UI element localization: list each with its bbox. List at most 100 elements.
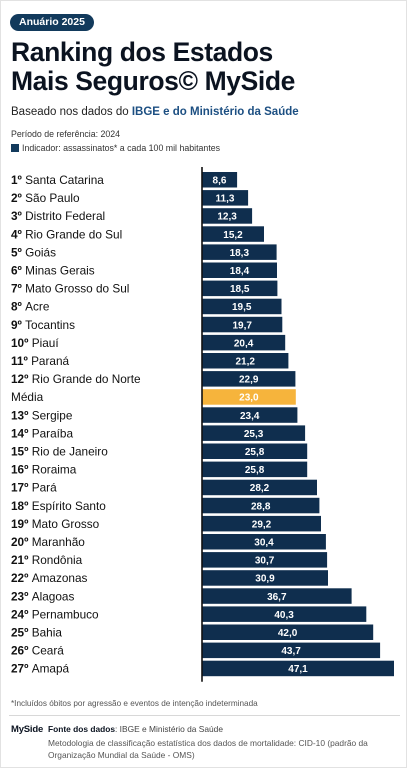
- page-title: Ranking dos Estados Mais Seguros© MySide: [11, 38, 401, 96]
- bar-19: [202, 497, 320, 514]
- methodology-note: Metodologia de classificação estatística…: [48, 738, 368, 760]
- value-label: 21,2: [235, 357, 255, 368]
- category-label: 26º Ceará: [11, 644, 64, 658]
- value-label: 18,3: [230, 248, 250, 259]
- category-label: 15º Rio de Janeiro: [11, 445, 108, 459]
- value-label: 43,7: [281, 646, 301, 657]
- bar-4: [202, 226, 264, 242]
- category-label: 10º Piauí: [11, 336, 59, 350]
- value-label: 36,7: [267, 592, 287, 603]
- category-label: 18º Espírito Santo: [11, 499, 106, 513]
- bar-5: [202, 244, 277, 260]
- bar-28: [202, 660, 394, 677]
- bar-14: [202, 407, 298, 423]
- category-label: 2º São Paulo: [11, 191, 80, 205]
- bar-15: [202, 425, 306, 441]
- value-label: 11,3: [216, 194, 235, 205]
- subtitle: Baseado nos dados do IBGE e do Ministéri…: [11, 106, 299, 118]
- bar-24: [202, 588, 352, 604]
- value-label: 15,2: [223, 230, 243, 241]
- bar-8: [202, 298, 282, 315]
- bar-18: [202, 479, 317, 496]
- value-label: 29,2: [252, 519, 272, 530]
- bar-10: [202, 334, 286, 351]
- ranking-bar-chart: 1º Santa Catarina 8,6 2º São Paulo 11,3 3º D…: [11, 167, 394, 682]
- category-label: 17º Pará: [11, 481, 57, 495]
- bar-26: [202, 624, 374, 640]
- source-label: Fonte dos dados: [48, 724, 115, 734]
- legend-swatch-icon: [11, 144, 19, 152]
- value-label: 22,9: [239, 375, 259, 386]
- category-label: 21º Rondônia: [11, 553, 83, 567]
- year-badge: Anuário 2025: [10, 14, 94, 31]
- category-label: Média: [11, 390, 44, 404]
- category-label: 23º Alagoas: [11, 589, 74, 603]
- value-label: 28,2: [250, 483, 270, 494]
- data-source: Fonte dos dados: IBGE e Ministério da Sa…: [48, 724, 223, 734]
- category-label: 12º Rio Grande do Norte: [11, 372, 141, 386]
- category-label: 14º Paraíba: [11, 426, 73, 440]
- value-label: 42,0: [278, 628, 298, 639]
- category-label: 11º Paraná: [11, 354, 70, 368]
- bar-21: [202, 534, 326, 550]
- bar-25: [202, 606, 367, 622]
- bar-27: [202, 642, 381, 659]
- value-label: 18,4: [230, 266, 250, 277]
- category-label: 27º Amapá: [11, 662, 70, 676]
- bar-20: [202, 515, 321, 532]
- value-label: 30,4: [254, 538, 274, 549]
- bar-22: [202, 552, 328, 568]
- bar-11: [202, 353, 289, 369]
- footer-logo: MySide: [11, 724, 44, 735]
- bar-23: [202, 570, 328, 586]
- subtitle-prefix: Baseado nos dados do: [11, 106, 132, 118]
- category-label: 6º Minas Gerais: [11, 264, 95, 278]
- value-label: 25,3: [244, 429, 264, 440]
- value-label: 12,3: [217, 212, 237, 223]
- title-brand: © MySide: [178, 66, 296, 96]
- category-label: 16º Roraima: [11, 463, 77, 477]
- value-label: 30,9: [255, 574, 275, 585]
- category-label: 7º Mato Grosso do Sul: [11, 282, 129, 296]
- category-label: 5º Goiás: [11, 245, 56, 259]
- value-label: 28,8: [251, 501, 271, 512]
- value-label: 23,4: [240, 411, 260, 422]
- indicator-text: Indicador: assassinatos* a cada 100 mil …: [22, 143, 221, 153]
- bar-7: [202, 280, 278, 297]
- footer-divider: [9, 715, 400, 716]
- category-label: 19º Mato Grosso: [11, 517, 100, 531]
- bar-9: [202, 316, 283, 333]
- title-line-2-text: Mais Seguros: [11, 66, 179, 96]
- source-text: : IBGE e Ministério da Saúde: [115, 724, 223, 734]
- value-label: 25,8: [245, 447, 265, 458]
- reference-period: Período de referência: 2024: [11, 129, 121, 139]
- category-label: 1º Santa Catarina: [11, 173, 104, 187]
- category-label: 8º Acre: [11, 300, 50, 314]
- bar-2: [202, 190, 249, 206]
- value-label: 23,0: [239, 393, 259, 404]
- value-label: 40,3: [274, 610, 294, 621]
- footnote: *Incluídos óbitos por agressão e eventos…: [11, 699, 258, 708]
- value-label: 19,5: [232, 302, 252, 313]
- value-label: 20,4: [234, 338, 254, 349]
- value-label: 47,1: [288, 664, 308, 675]
- category-label: 20º Maranhão: [11, 535, 85, 549]
- category-label: 13º Sergipe: [11, 408, 73, 422]
- category-label: 4º Rio Grande do Sul: [11, 227, 122, 241]
- bar-16: [202, 443, 308, 459]
- category-label: 24º Pernambuco: [11, 607, 99, 621]
- bar-12: [202, 371, 296, 387]
- value-label: 8,6: [213, 176, 227, 187]
- title-line-1: Ranking dos Estados: [11, 37, 273, 67]
- category-label: 9º Tocantins: [11, 318, 75, 332]
- value-label: 18,5: [230, 284, 250, 295]
- bar-6: [202, 262, 277, 278]
- value-label: 19,7: [232, 320, 252, 331]
- title-line-2: Mais Seguros© MySide: [11, 67, 401, 96]
- bar-3: [202, 208, 253, 224]
- bar-1: [202, 172, 238, 188]
- bar-average: [202, 389, 296, 405]
- value-label: 25,8: [245, 465, 265, 476]
- subtitle-highlight: IBGE e do Ministério da Saúde: [131, 106, 299, 118]
